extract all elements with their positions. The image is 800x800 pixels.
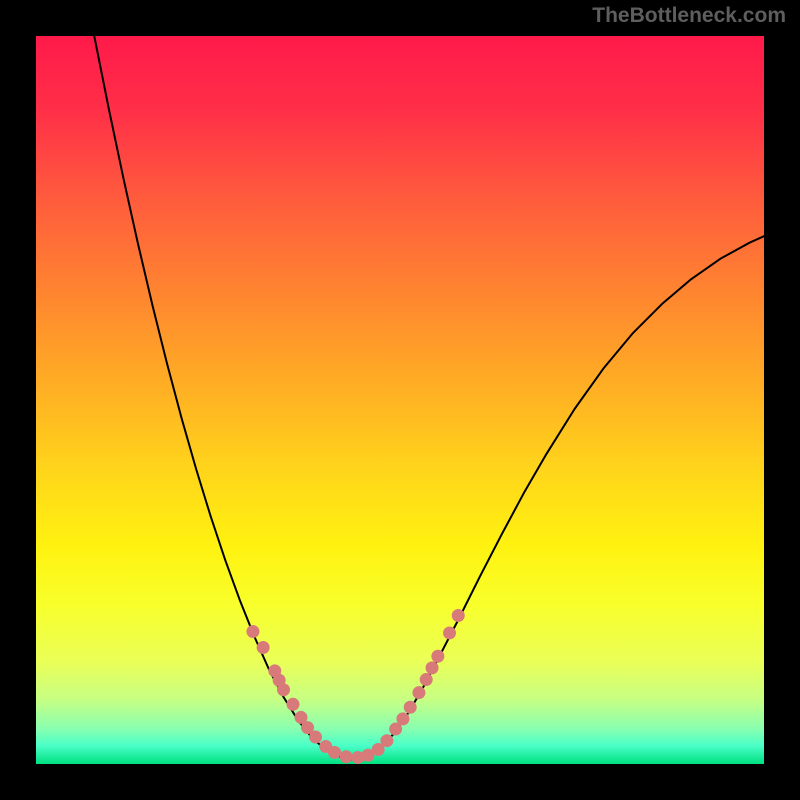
marker-point bbox=[286, 698, 299, 711]
marker-point bbox=[380, 734, 393, 747]
marker-group bbox=[246, 609, 464, 764]
marker-point bbox=[420, 673, 433, 686]
curve-right-arm bbox=[353, 236, 764, 759]
marker-point bbox=[426, 661, 439, 674]
marker-point bbox=[246, 625, 259, 638]
marker-point bbox=[443, 626, 456, 639]
chart-svg bbox=[36, 36, 764, 764]
plot-area bbox=[36, 36, 764, 764]
marker-point bbox=[328, 746, 341, 759]
marker-point bbox=[404, 701, 417, 714]
marker-point bbox=[257, 641, 270, 654]
curve-left-arm bbox=[94, 36, 352, 760]
marker-point bbox=[277, 683, 290, 696]
marker-point bbox=[431, 650, 444, 663]
curve-group bbox=[94, 36, 764, 760]
marker-point bbox=[340, 750, 353, 763]
marker-point bbox=[396, 712, 409, 725]
marker-point bbox=[452, 609, 465, 622]
marker-point bbox=[309, 731, 322, 744]
watermark-text: TheBottleneck.com bbox=[592, 4, 786, 28]
marker-point bbox=[412, 686, 425, 699]
